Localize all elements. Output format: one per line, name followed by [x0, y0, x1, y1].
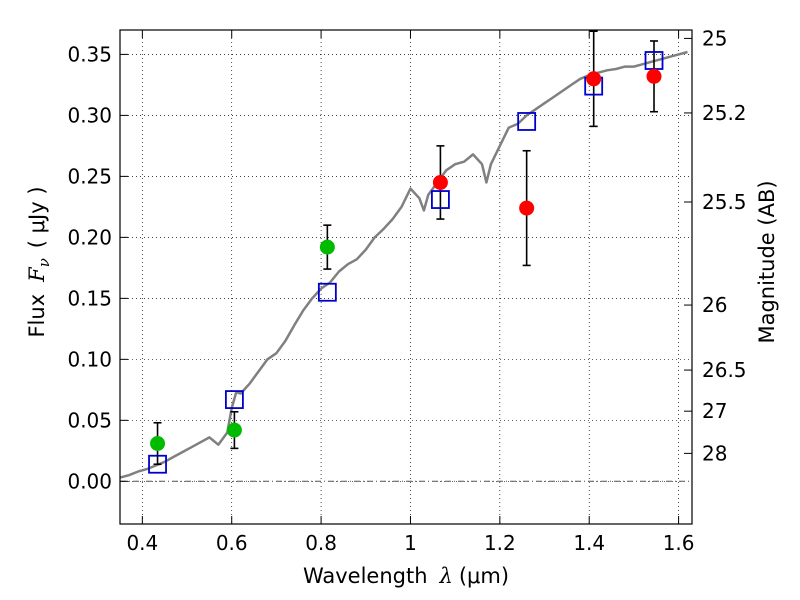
x-axis-label-prefix: Wavelength: [303, 564, 428, 588]
y-tick-label-1: 0.05: [67, 408, 112, 432]
mag-tick-label-1: 25.2: [702, 101, 747, 125]
x-axis-label-unit: (μm): [459, 564, 509, 588]
red-point-0: [432, 174, 448, 190]
green-photometry-points: [150, 239, 335, 451]
magnitude-tick-labels: 25 25.2 25.5 26 26.5 27 28: [702, 26, 747, 465]
model-square-3: [431, 190, 450, 209]
model-photometry-squares: [148, 51, 664, 474]
x-tick-label-2: 0.8: [305, 531, 337, 555]
y-tick-label-2: 0.10: [67, 347, 112, 371]
y-axis-label-symbol: F: [25, 266, 49, 283]
mag-tick-label-4: 26.5: [702, 358, 747, 382]
y-axis-label: Flux Fν ( μJy ): [25, 186, 53, 337]
green-point-0: [150, 435, 166, 451]
green-point-2: [319, 239, 335, 255]
mag-tick-label-2: 25.5: [702, 190, 747, 214]
x-tick-label-1: 0.6: [216, 531, 248, 555]
model-square-0: [148, 454, 167, 474]
y-tick-labels: 0.00 0.05 0.10 0.15 0.20 0.25 0.30 0.35: [67, 42, 112, 493]
grid: [120, 30, 692, 524]
y-tick-label-6: 0.30: [67, 103, 112, 127]
y-tick-label-3: 0.15: [67, 286, 112, 310]
x-tick-label-3: 1: [404, 531, 417, 555]
x-tick-label-5: 1.4: [573, 531, 605, 555]
y-tick-label-5: 0.25: [67, 164, 112, 188]
model-square-2: [317, 282, 337, 302]
model-square-1: [224, 390, 244, 409]
red-point-1: [519, 200, 535, 216]
x-axis-label: Wavelength λ (μm): [303, 564, 509, 588]
mag-tick-label-6: 28: [702, 441, 727, 465]
x-axis-label-symbol: λ: [439, 564, 453, 588]
x-tick-label-0: 0.4: [126, 531, 158, 555]
y-axis-label-subscript: ν: [35, 258, 53, 267]
y-tick-label-4: 0.20: [67, 225, 112, 249]
red-photometry-points: [432, 68, 662, 216]
model-square-4: [517, 112, 537, 131]
green-point-1: [226, 422, 242, 438]
x-tick-labels: 0.4 0.6 0.8 1 1.2 1.4 1.6: [126, 531, 694, 555]
mag-tick-label-3: 26: [702, 293, 727, 317]
y-axis-label-prefix: Flux: [25, 294, 49, 338]
red-point-3: [646, 68, 662, 84]
y-tick-label-7: 0.35: [67, 42, 112, 66]
y-tick-label-0: 0.00: [67, 469, 112, 493]
magnitude-axis-label: Magnitude (AB): [755, 180, 779, 343]
y-axis-label-unit: ( μJy ): [25, 186, 49, 248]
x-tick-label-4: 1.2: [484, 531, 516, 555]
plot-frame: [119, 29, 693, 525]
mag-tick-label-5: 27: [702, 399, 727, 423]
axis-ticks: [120, 30, 692, 524]
x-tick-label-6: 1.6: [663, 531, 695, 555]
mag-tick-label-0: 25: [702, 26, 727, 50]
red-point-2: [586, 71, 602, 87]
